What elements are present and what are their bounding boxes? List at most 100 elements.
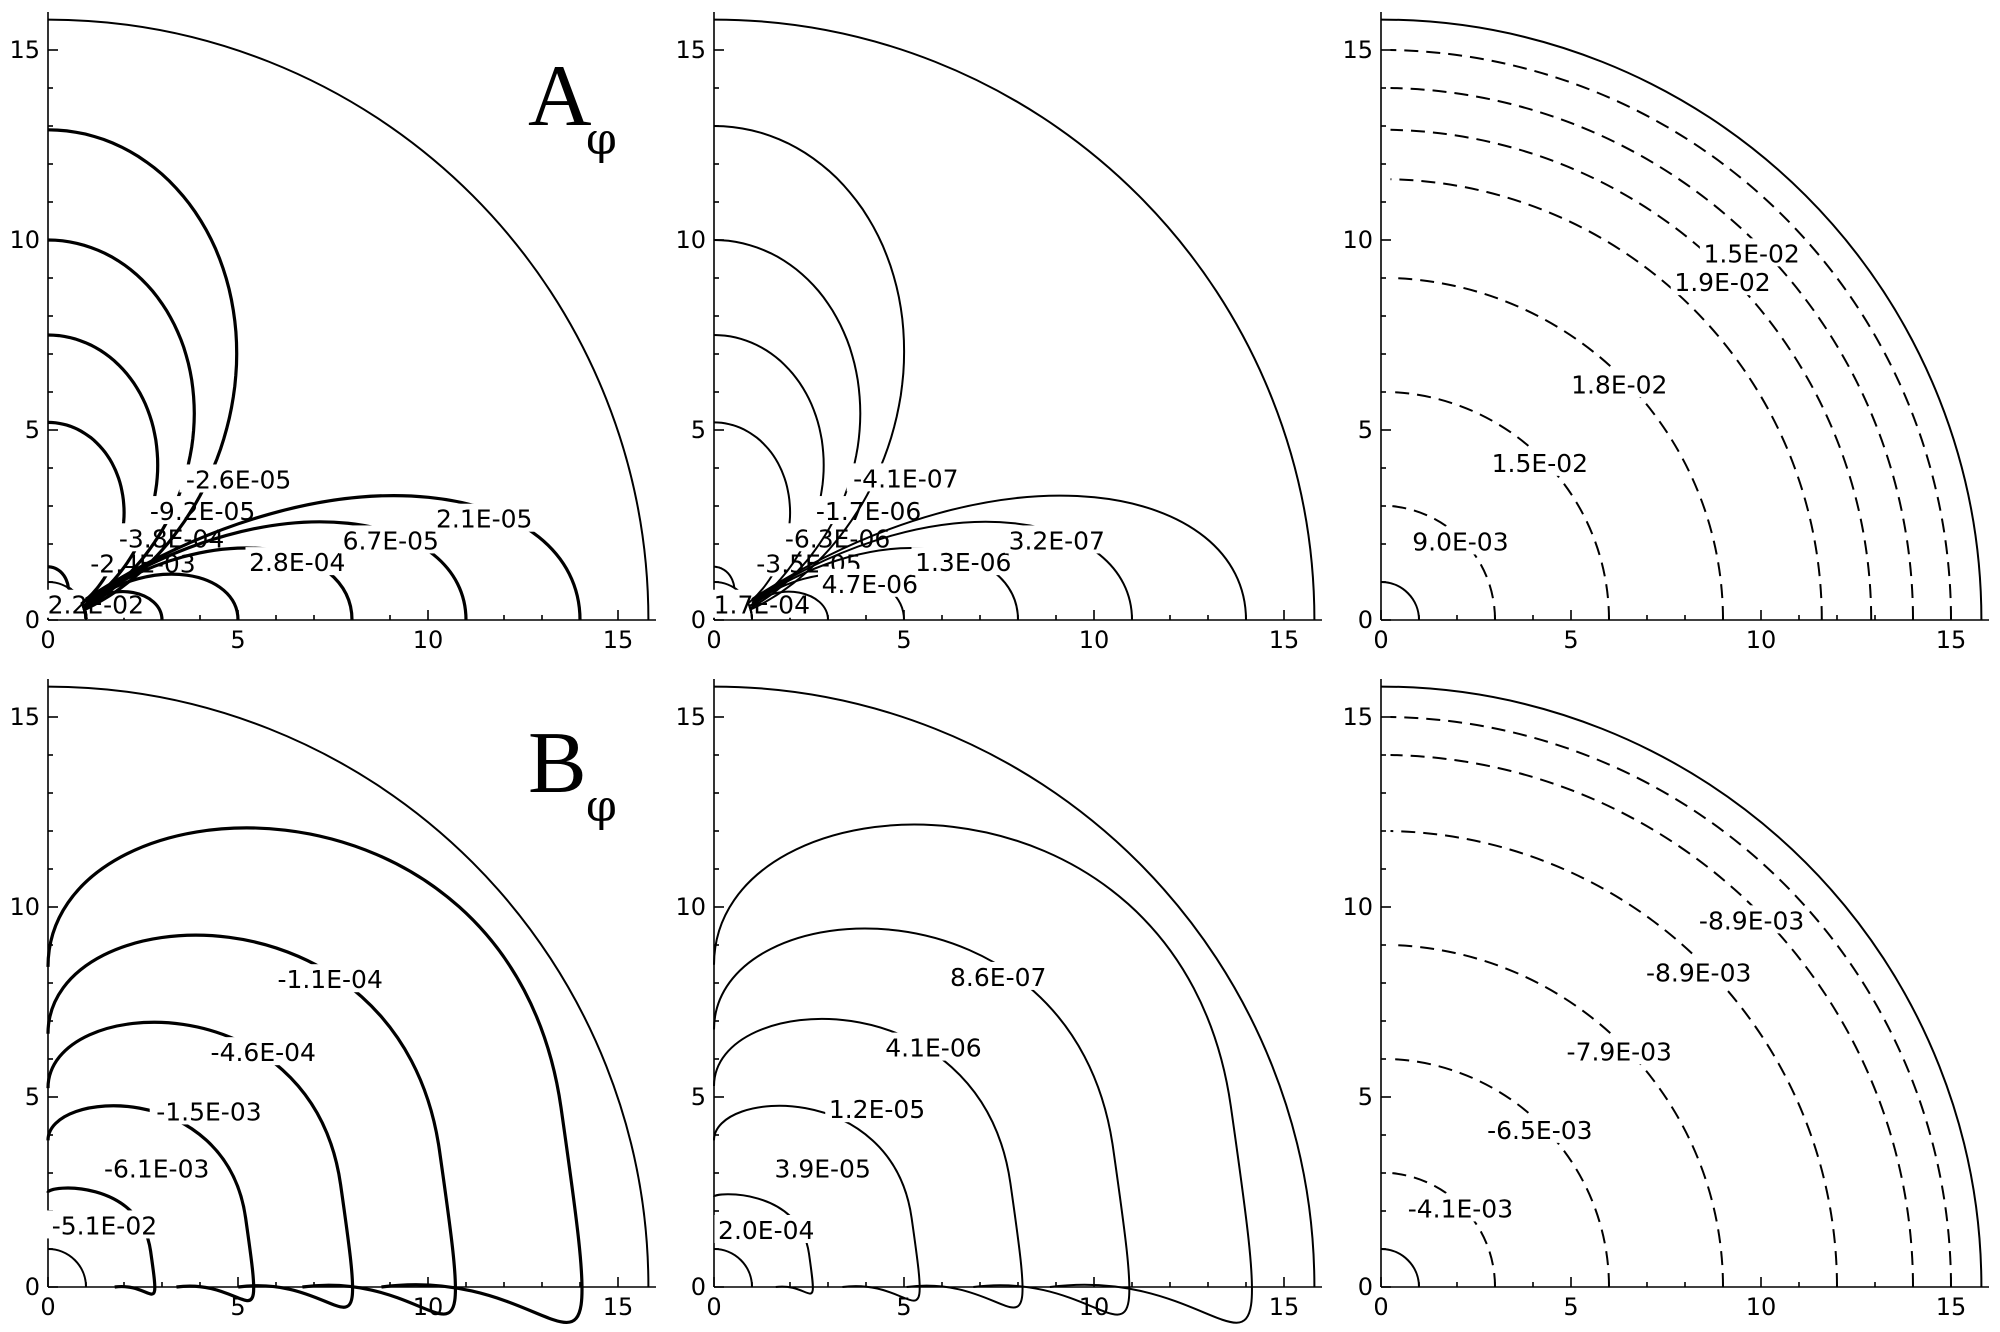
contour-label: 1.5E-02	[1492, 449, 1588, 478]
row-label: B	[528, 715, 587, 812]
contour-label-bg	[1699, 238, 1804, 267]
contour-label-bg	[1670, 267, 1775, 296]
y-tick-label: 0	[691, 606, 706, 634]
x-tick-label: 0	[40, 626, 55, 654]
x-tick-label: 15	[1269, 1293, 1300, 1321]
domain-boundary	[713, 18, 1316, 621]
contour-label-bg	[778, 523, 897, 552]
contour-label-bg	[881, 1032, 986, 1061]
contour-line	[713, 927, 1131, 1316]
contour-label: 1.8E-02	[1571, 370, 1667, 399]
x-tick-label: 15	[603, 1293, 634, 1321]
contour-label: 6.7E-05	[343, 526, 439, 555]
panel-bottom-right: 0 5 10 15 0 5 10 15 -4.1E-03 -6.5E-03 -7.9E-03 -8.9…	[1342, 679, 1989, 1321]
contour-line	[1390, 944, 1724, 1288]
y-tick-label: 5	[1358, 416, 1373, 444]
contour-label: -4.6E-04	[211, 1038, 316, 1067]
domain-boundary	[713, 685, 1316, 1288]
contour-line	[1390, 391, 1611, 621]
x-tick-label: 15	[1936, 1293, 1967, 1321]
contour-line	[1390, 716, 1952, 1288]
domain-boundary	[47, 18, 650, 621]
panel-top-right: 0 5 10 15 0 5 10 15 9.0E-03 1.5E-02 1.8E-02 1.9E-02…	[1342, 12, 1989, 654]
contour-label-bg	[1692, 905, 1811, 934]
domain-boundary	[1380, 18, 1983, 621]
y-tick-label: 5	[691, 416, 706, 444]
contour-line	[713, 125, 906, 619]
panel-bottom-middle: 0 5 10 150510152.0E-043.9E-051.2E-054.1E-06…	[675, 679, 1322, 1324]
contour-label: -1.1E-04	[277, 965, 382, 994]
y-tick-label: 0	[25, 606, 40, 634]
x-tick-label: 10	[1746, 626, 1777, 654]
y-tick-label: 10	[675, 226, 706, 254]
contour-line	[47, 128, 239, 619]
contour-label-bg	[149, 1096, 269, 1125]
row-label-subscript: φ	[586, 781, 617, 832]
contour-line	[751, 494, 1247, 621]
contour-line	[1390, 277, 1724, 621]
inner-boundary	[47, 1248, 87, 1288]
contour-label: 2.0E-04	[718, 1216, 814, 1245]
contour-label-bg	[911, 547, 1016, 576]
contour-label: -8.9E-03	[1699, 906, 1804, 935]
contour-label: 1.9E-02	[1674, 268, 1770, 297]
contour-label-bg	[270, 964, 390, 993]
contour-label-bg	[1639, 957, 1758, 986]
contour-label-bg	[143, 496, 262, 525]
y-tick-label: 15	[675, 703, 706, 731]
x-tick-label: 0	[40, 1293, 55, 1321]
inner-boundary	[1380, 581, 1420, 621]
x-tick-label: 15	[1936, 626, 1967, 654]
y-tick-label: 0	[25, 1273, 40, 1301]
contour-label: 2.8E-04	[249, 548, 345, 577]
contour-label: -1.5E-03	[156, 1097, 261, 1126]
contour-line	[713, 1017, 1024, 1309]
contour-label-bg	[809, 496, 928, 525]
contour-line	[85, 572, 240, 621]
contour-label-bg	[338, 525, 443, 554]
contour-line	[713, 1193, 814, 1295]
contour-label: -7.9E-03	[1567, 1037, 1672, 1066]
y-tick-label: 10	[9, 893, 40, 921]
x-tick-label: 5	[1563, 1293, 1578, 1321]
contour-label-bg	[97, 1153, 216, 1182]
contour-line	[46, 1186, 157, 1296]
contour-line	[713, 1104, 921, 1302]
contour-line	[46, 933, 458, 1316]
y-tick-label: 15	[9, 36, 40, 64]
contour-label: -6.5E-03	[1487, 1116, 1592, 1145]
contour-line	[1390, 49, 1952, 621]
y-tick-label: 15	[675, 36, 706, 64]
y-tick-label: 10	[1342, 893, 1373, 921]
contour-line	[1390, 505, 1497, 621]
contour-label-bg	[179, 464, 298, 493]
x-tick-label: 0	[706, 626, 721, 654]
contour-label-bg	[45, 1210, 164, 1239]
y-tick-label: 10	[1342, 226, 1373, 254]
x-tick-label: 5	[230, 626, 245, 654]
contour-label-bg	[1401, 1193, 1520, 1222]
y-tick-label: 10	[9, 226, 40, 254]
inner-boundary	[1380, 1248, 1420, 1288]
domain-boundary	[1380, 685, 1983, 1288]
y-tick-label: 15	[1342, 36, 1373, 64]
contour-label-bg	[1488, 447, 1592, 476]
panel-top-left: 0 5 10 150510152.2E-02-2.4E-03-3.8E-04-9.2E…	[9, 12, 656, 654]
contour-label-bg	[1560, 1036, 1679, 1065]
contour-line	[46, 1020, 355, 1309]
contour-label: 1.2E-05	[829, 1095, 925, 1124]
contour-label-bg	[1004, 525, 1109, 554]
contour-label-bg	[1408, 526, 1513, 555]
contour-label-bg	[770, 1153, 875, 1182]
contour-label: -4.1E-03	[1408, 1194, 1513, 1223]
contour-label: 4.1E-06	[885, 1034, 981, 1063]
contour-label: 1.5E-02	[1703, 239, 1799, 268]
x-tick-label: 15	[1269, 626, 1300, 654]
contour-label: -5.1E-02	[52, 1211, 157, 1240]
row-label: A	[528, 48, 592, 145]
contour-label: 3.2E-07	[1009, 526, 1105, 555]
contour-line	[46, 1104, 256, 1303]
y-tick-label: 5	[1358, 1083, 1373, 1111]
contour-label: -2.6E-05	[186, 465, 291, 494]
